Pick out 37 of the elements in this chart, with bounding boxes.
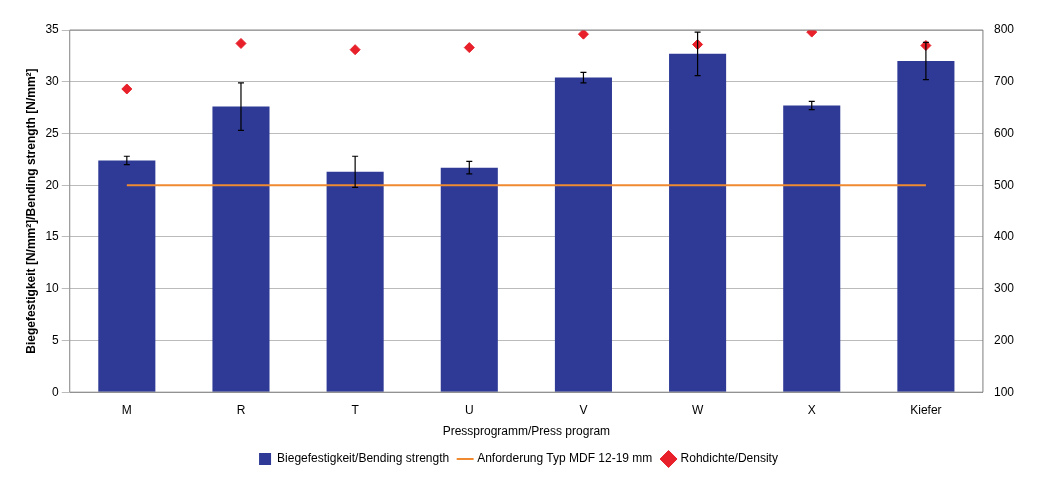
y2-tick-label: 800 — [993, 22, 1015, 37]
bar — [440, 167, 498, 392]
y2-tick-label: 300 — [993, 281, 1015, 296]
x-tick-label: T — [351, 402, 360, 417]
y-tick-label: 5 — [52, 332, 60, 347]
x-tick-label: X — [807, 402, 816, 417]
x-tick-label: W — [691, 402, 704, 417]
bar — [669, 53, 727, 392]
bar — [212, 106, 270, 392]
y2-tick-label: 500 — [993, 177, 1015, 192]
bar — [326, 171, 384, 392]
bar — [98, 160, 156, 392]
legend-label: Rohdichte/Density — [680, 451, 778, 466]
y-tick-label: 10 — [45, 281, 60, 296]
bar — [554, 77, 612, 392]
y2-tick-label: 200 — [993, 332, 1015, 347]
y-tick-label: 30 — [45, 74, 60, 89]
bar — [897, 61, 955, 392]
y2-tick-label: 400 — [993, 229, 1015, 244]
bar — [783, 105, 841, 392]
x-tick-label: M — [121, 402, 132, 417]
y-tick-label: 0 — [52, 384, 60, 399]
x-tick-label: R — [236, 402, 246, 417]
x-tick-label: Kiefer — [910, 402, 942, 417]
x-tick-label: U — [464, 402, 474, 417]
y-tick-label: 20 — [45, 177, 60, 192]
y-tick-label: 15 — [45, 229, 60, 244]
x-tick-label: V — [579, 402, 588, 417]
y-axis-title: Biegefestigkeit [N/mm²]/Bending strength [N/mm²] — [23, 68, 38, 354]
y-tick-label: 25 — [45, 125, 60, 140]
y2-tick-label: 100 — [993, 384, 1015, 399]
y-tick-label: 35 — [45, 22, 60, 37]
legend-label: Biegefestigkeit/Bending strength — [277, 451, 450, 466]
y2-tick-label: 600 — [993, 125, 1015, 140]
x-axis-title: Pressprogramm/Press program — [442, 424, 611, 439]
y2-tick-label: 700 — [993, 74, 1015, 89]
legend-label: Anforderung Typ MDF 12-19 mm — [477, 451, 653, 466]
